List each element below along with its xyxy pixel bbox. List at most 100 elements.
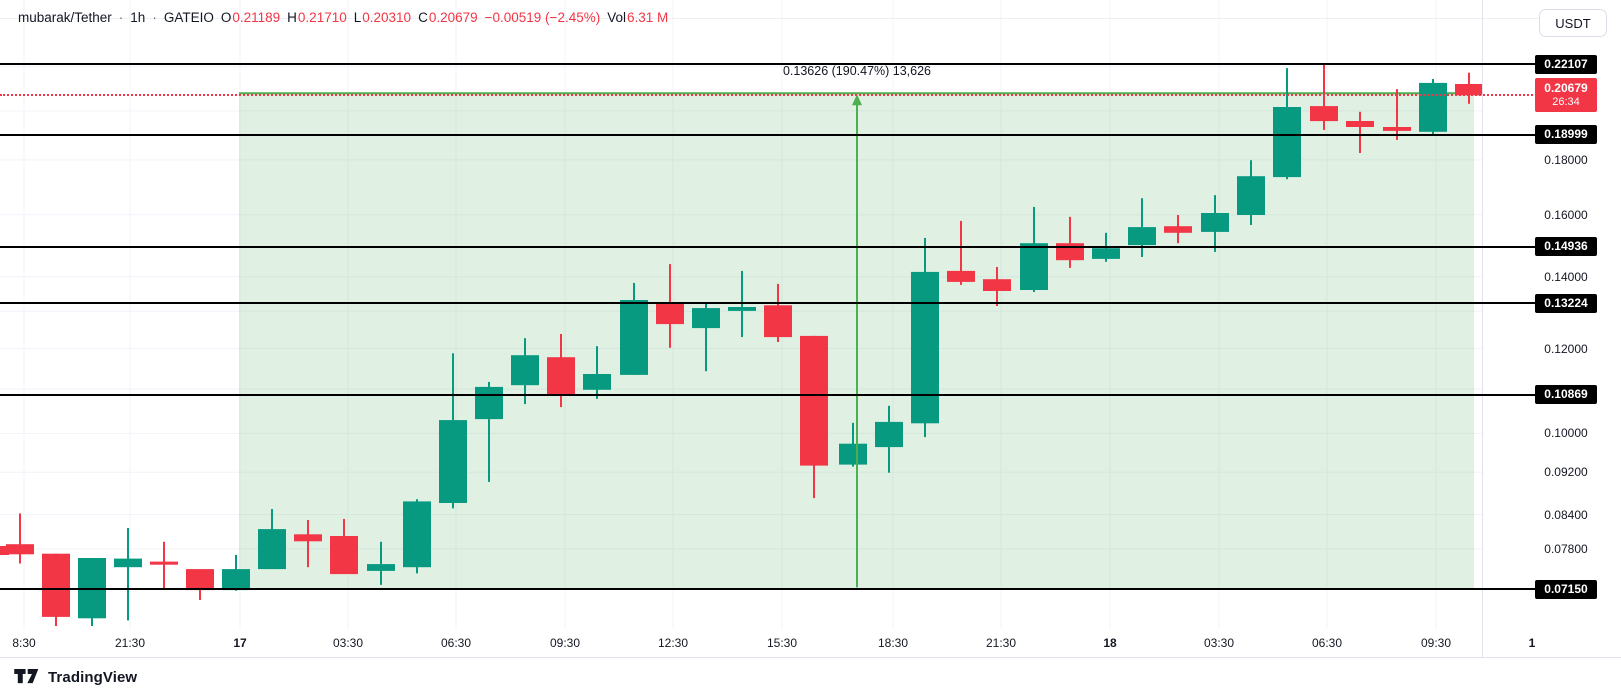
price-axis-divider [1482, 0, 1483, 657]
candle [6, 513, 34, 564]
candle [1164, 215, 1192, 244]
low-value: L 0.20310 [353, 10, 412, 25]
time-axis-label: 1 [1528, 636, 1536, 650]
candle [875, 405, 903, 473]
time-axis-label: 03:30 [332, 636, 364, 650]
pane-top-divider [0, 18, 1539, 19]
time-axis-label: 09:30 [1420, 636, 1452, 650]
time-axis-label: 06:30 [1311, 636, 1343, 650]
price-axis-label: 0.12000 [1544, 341, 1588, 356]
open-value: O 0.21189 [220, 10, 281, 25]
time-axis-label: 15:30 [766, 636, 798, 650]
time-axis-label: 21:30 [985, 636, 1017, 650]
candle [403, 499, 431, 574]
range-measure-text: 0.13626 (190.47%) 13,626 [783, 64, 931, 78]
candle [911, 238, 939, 438]
price-axis-label: 0.14000 [1544, 269, 1588, 284]
time-axis-label: 17 [233, 636, 247, 650]
candle [1419, 79, 1447, 136]
change-value: −0.00519 (−2.45%) [484, 10, 601, 25]
candle [1201, 195, 1229, 252]
price-line [0, 245, 1540, 248]
price-line [0, 302, 1540, 305]
price-line-label: 0.07150 [1535, 579, 1597, 599]
candle [222, 554, 250, 591]
brand-name: TradingView [48, 668, 138, 686]
candle [1383, 89, 1411, 140]
price-line-label: 0.13224 [1535, 293, 1597, 313]
candle [439, 353, 467, 509]
time-axis-label: 21:30 [114, 636, 146, 650]
last-price-label: 0.20679 26:34 [1535, 78, 1597, 113]
candle [258, 509, 286, 570]
legend-separator: · [152, 10, 157, 25]
close-value: C 0.20679 [418, 10, 478, 25]
candle [839, 422, 867, 467]
candle [0, 546, 9, 555]
candles [0, 64, 1482, 626]
candle [764, 283, 792, 342]
price-axis-label: 0.10000 [1544, 426, 1588, 441]
price-axis-label: 0.16000 [1544, 207, 1588, 222]
candle [1310, 64, 1338, 130]
interval-label[interactable]: 1h [130, 10, 146, 25]
candle [800, 335, 828, 499]
price-axis-label: 0.09200 [1544, 465, 1588, 480]
candle [692, 302, 720, 372]
price-line-label: 0.10869 [1535, 385, 1597, 405]
candle [620, 282, 648, 375]
candle [294, 520, 322, 568]
price-line-label: 0.18999 [1535, 125, 1597, 145]
candle [186, 569, 214, 600]
high-value: H 0.21710 [287, 10, 347, 25]
candle [114, 528, 142, 621]
candle [367, 541, 395, 585]
candle [656, 264, 684, 348]
time-axis-label: 18 [1103, 636, 1117, 650]
exchange-label: GATEIO [163, 10, 214, 25]
candle [1455, 72, 1482, 104]
time-axis-label: 18:30 [877, 636, 909, 650]
time-axis[interactable] [0, 630, 1482, 657]
candle [1237, 160, 1265, 225]
candle [330, 518, 358, 575]
time-axis-label: 03:30 [1203, 636, 1235, 650]
currency-toggle-button[interactable]: USDT [1539, 9, 1607, 37]
time-axis-label: 8:30 [12, 636, 36, 650]
range-arrow-head [852, 94, 862, 106]
grid [0, 0, 1482, 629]
time-axis-label: 12:30 [657, 636, 689, 650]
time-axis-label: 06:30 [440, 636, 472, 650]
price-axis-label: 0.08400 [1544, 507, 1588, 522]
time-axis-label: 09:30 [549, 636, 581, 650]
last-price-value: 0.20679 [1544, 81, 1588, 96]
footer: TradingView [0, 657, 1621, 695]
candle [1020, 206, 1048, 292]
price-line [0, 133, 1540, 136]
price-line [0, 588, 1540, 591]
candle [1346, 111, 1374, 153]
tradingview-logo-icon[interactable] [14, 668, 40, 686]
candle [511, 338, 539, 405]
price-line [0, 63, 1540, 66]
symbol-name[interactable]: mubarak/Tether [18, 10, 112, 25]
candle [583, 346, 611, 399]
candle [983, 267, 1011, 306]
candle [547, 334, 575, 408]
price-line-label: 0.14936 [1535, 237, 1597, 257]
candle [150, 541, 178, 589]
candle [1273, 68, 1301, 180]
candle [78, 558, 106, 626]
last-price-line [0, 94, 1537, 97]
price-axis-label: 0.18000 [1544, 152, 1588, 167]
price-line [0, 393, 1540, 396]
price-chart[interactable]: 0.13626 (190.47%) 13,626 [0, 0, 1482, 657]
price-axis-label: 0.07800 [1544, 541, 1588, 556]
bar-countdown: 26:34 [1552, 96, 1580, 109]
volume-value: Vol 6.31 M [607, 10, 669, 25]
candle [475, 381, 503, 482]
legend-separator: · [118, 10, 124, 25]
candle [947, 220, 975, 285]
